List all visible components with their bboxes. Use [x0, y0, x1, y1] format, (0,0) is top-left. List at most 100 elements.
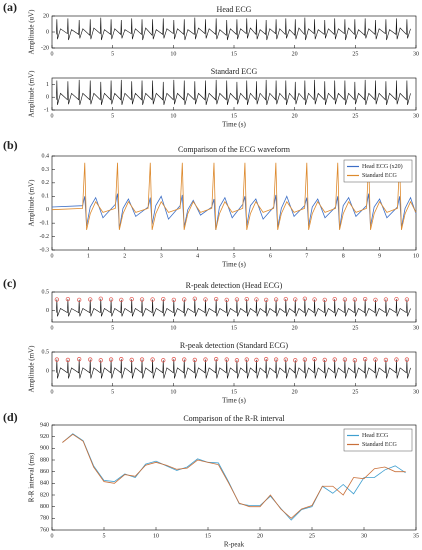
r-peak-marker — [182, 297, 187, 302]
r-peak-marker — [214, 296, 219, 302]
r-peak-marker — [404, 357, 410, 362]
r-peak-marker — [224, 357, 229, 362]
r-peak-marker — [129, 296, 134, 302]
x-tick-label: 15 — [205, 533, 211, 539]
y-tick-label: 0 — [46, 308, 49, 314]
panel-title: R-peak detection (Standard ECG) — [180, 341, 289, 350]
r-peak-marker — [54, 297, 60, 302]
y-tick-label: -0.3 — [40, 247, 50, 253]
y-tick-label: 0.1 — [42, 194, 50, 200]
y-tick-label: 1 — [46, 82, 49, 88]
r-peak-marker — [363, 296, 368, 302]
x-tick-label: 2 — [123, 253, 126, 259]
r-peak-marker — [383, 357, 389, 363]
x-tick-label: 0 — [51, 389, 54, 395]
r-peak-marker — [352, 297, 357, 302]
x-tick-label: 25 — [352, 51, 358, 57]
r-peak-marker — [150, 357, 155, 362]
x-tick-label: 5 — [111, 51, 114, 57]
x-tick-label: 30 — [413, 51, 419, 57]
x-tick-label: 10 — [153, 533, 159, 539]
y-axis-label: Amplitude (mV) — [28, 179, 36, 227]
y-tick-label: 0 — [46, 368, 49, 374]
r-peak-marker — [139, 297, 145, 302]
x-tick-label: 30 — [413, 389, 419, 395]
y-tick-label: 780 — [40, 516, 49, 522]
legend-box — [343, 159, 413, 183]
y-tick-label: 820 — [40, 492, 49, 498]
y-tick-label: 0.5 — [42, 289, 50, 295]
x-tick-label: 15 — [231, 51, 237, 57]
r-peak-marker — [342, 357, 348, 362]
x-tick-label: 0 — [51, 113, 54, 119]
y-axis-label: Amplitude (mV) — [28, 70, 36, 118]
x-tick-label: 20 — [292, 113, 298, 119]
x-tick-label: 30 — [413, 113, 419, 119]
r-peak-marker — [150, 297, 155, 302]
x-tick-label: 15 — [231, 389, 237, 395]
x-tick-label: 10 — [413, 253, 419, 259]
r-peak-marker — [119, 357, 124, 362]
r-peak-marker — [332, 296, 337, 302]
y-tick-label: 0.4 — [42, 153, 50, 159]
y-tick-label: 20 — [43, 13, 49, 19]
r-peak-marker — [98, 358, 103, 363]
y-tick-label: 900 — [40, 446, 49, 452]
r-peak-marker — [171, 297, 176, 303]
plot-frame — [51, 77, 417, 111]
y-tick-label: 860 — [40, 469, 49, 475]
x-tick-label: 20 — [292, 325, 298, 331]
r-peak-marker — [332, 357, 337, 362]
x-tick-label: 10 — [170, 51, 176, 57]
r-peak-marker — [244, 357, 249, 362]
x-tick-label: 5 — [233, 253, 236, 259]
r-peak-marker — [373, 357, 378, 362]
x-tick-label: 25 — [309, 533, 315, 539]
x-tick-label: 25 — [352, 389, 358, 395]
y-tick-label: -0.2 — [40, 234, 50, 240]
r-peak-marker — [363, 357, 368, 362]
x-tick-label: 0 — [51, 325, 54, 331]
y-tick-label: 0.5 — [42, 349, 50, 355]
r-peak-marker — [373, 297, 378, 303]
x-axis-label: Time (s) — [222, 261, 246, 269]
plot-frame — [51, 424, 417, 531]
r-peak-marker — [293, 297, 298, 302]
r-peak-marker — [312, 297, 317, 302]
x-tick-label: 10 — [170, 325, 176, 331]
legend-label: Head ECG — [362, 433, 389, 439]
plot-frame — [51, 291, 417, 323]
panel-label: (c) — [3, 276, 16, 290]
r-peak-marker — [234, 297, 240, 302]
x-tick-label: 5 — [111, 325, 114, 331]
r-peak-marker — [312, 357, 317, 362]
panel-label: (b) — [3, 138, 18, 152]
y-tick-label: 0.3 — [42, 167, 50, 173]
chart-title: Comparison of the ECG waveform — [178, 145, 291, 154]
x-tick-label: 30 — [413, 325, 419, 331]
chart-title: Comparison of the R-R interval — [183, 414, 285, 423]
x-tick-label: 30 — [361, 533, 367, 539]
r-peak-marker — [394, 296, 399, 302]
x-tick-label: 0 — [51, 533, 54, 539]
data-line — [56, 17, 411, 41]
data-line — [56, 79, 411, 105]
r-peak-marker — [244, 296, 249, 302]
x-tick-label: 0 — [51, 253, 54, 259]
r-peak-marker — [283, 296, 288, 302]
r-peak-marker — [352, 358, 357, 363]
r-peak-marker — [383, 297, 389, 302]
plot-frame — [51, 351, 417, 387]
r-peak-marker — [293, 358, 298, 363]
r-peak-marker — [404, 297, 410, 302]
y-tick-label: 0 — [46, 95, 49, 101]
r-peak-marker — [302, 296, 308, 301]
x-axis-label: Time (s) — [222, 397, 246, 405]
r-peak-marker — [98, 296, 103, 301]
r-peak-marker — [203, 357, 208, 362]
r-peak-marker — [119, 297, 124, 303]
r-peak-marker — [302, 357, 308, 362]
r-peak-marker — [192, 296, 197, 301]
x-tick-label: 0 — [51, 51, 54, 57]
r-peak-marker — [342, 297, 348, 302]
